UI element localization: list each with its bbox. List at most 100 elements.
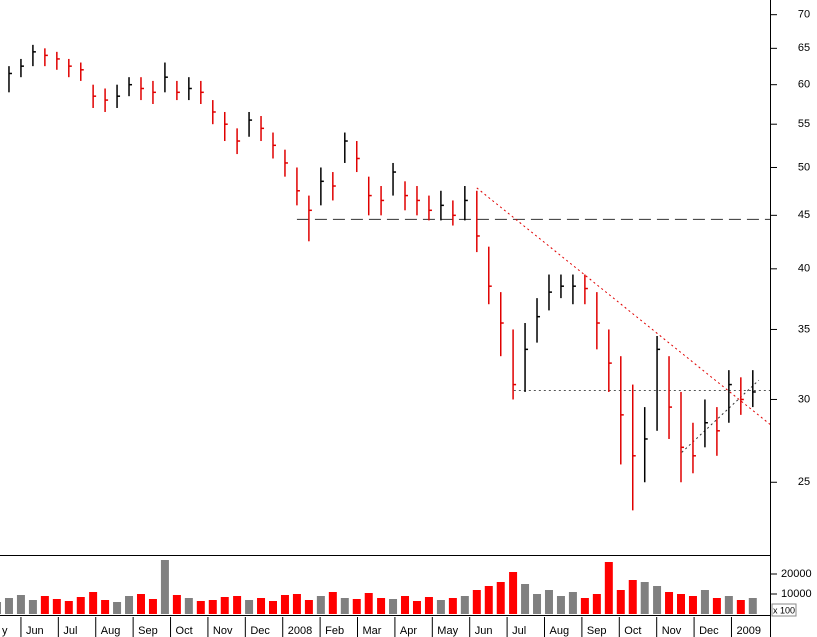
x-tick-label: Sep [587, 625, 607, 637]
volume-bar [89, 592, 98, 614]
y-tick-label: 25 [798, 476, 810, 488]
plot-area [0, 44, 770, 614]
volume-bar [257, 598, 266, 614]
reference-line [476, 187, 770, 425]
volume-bar [316, 596, 325, 614]
volume-bar [736, 600, 745, 614]
volume-bar [653, 586, 662, 614]
volume-bar [364, 593, 373, 614]
volume-bar [484, 586, 493, 614]
x-tick-label: Dec [250, 625, 270, 637]
volume-bar [496, 582, 505, 614]
y-tick-label: 40 [798, 263, 810, 275]
volume-bar [724, 596, 733, 614]
volume-bar [4, 598, 13, 614]
volume-bar [233, 596, 242, 614]
y-tick-label: 55 [798, 118, 810, 130]
x-tick-label: Aug [101, 625, 121, 637]
volume-bar [472, 590, 481, 614]
volume-bar [688, 596, 697, 614]
y-tick-label: 30 [798, 393, 810, 405]
x-tick-label: Oct [624, 625, 641, 637]
volume-bar [40, 596, 49, 614]
volume-bar [580, 598, 589, 614]
volume-bar [352, 599, 361, 614]
volume-bar [604, 562, 613, 614]
volume-bar [184, 598, 193, 614]
y-tick-label: 65 [798, 42, 810, 54]
x-tick-label: Aug [549, 625, 569, 637]
x-tick-label: Nov [213, 625, 233, 637]
x-tick-label: Apr [400, 625, 417, 637]
volume-bar [533, 594, 542, 614]
volume-bar [448, 598, 457, 614]
y-tick-label: 50 [798, 161, 810, 173]
volume-bar [377, 598, 386, 614]
y-tick-label: 45 [798, 209, 810, 221]
volume-bar [245, 600, 254, 614]
volume-bar [125, 596, 134, 614]
x-tick-label: 2008 [288, 625, 312, 637]
volume-bar [113, 602, 122, 614]
volume-bar [401, 596, 410, 614]
volume-bar [208, 600, 217, 614]
volume-bar [304, 600, 313, 614]
x-tick-label: May [437, 625, 458, 637]
volume-bar [700, 590, 709, 614]
x-tick-label: Nov [662, 625, 682, 637]
volume-unit: x 100 [773, 605, 795, 615]
volume-bar [160, 560, 169, 614]
volume-tick-label: 20000 [781, 568, 812, 580]
volume-bar [460, 596, 469, 614]
x-tick-label: y [2, 625, 8, 637]
volume-bar [556, 596, 565, 614]
volume-bar [412, 601, 421, 614]
volume-unit-box [771, 603, 797, 617]
volume-bar [196, 601, 205, 614]
x-tick-label: Feb [325, 625, 344, 637]
volume-bar [676, 594, 685, 614]
volume-bar [544, 590, 553, 614]
volume-bar [220, 597, 229, 614]
x-tick-label: Oct [176, 625, 193, 637]
x-tick-label: Dec [699, 625, 719, 637]
volume-bar [640, 582, 649, 614]
volume-bar [616, 590, 625, 614]
volume-bar [340, 598, 349, 614]
volume-bar [389, 599, 398, 614]
x-tick-label: Jun [26, 625, 44, 637]
x-tick-label: Sep [138, 625, 158, 637]
volume-bar [509, 572, 518, 614]
volume-bar [280, 595, 289, 614]
volume-bar [52, 599, 61, 614]
volume-bar [436, 600, 445, 614]
volume-bar [16, 595, 25, 614]
volume-bar [748, 598, 757, 614]
volume-bar [136, 594, 145, 614]
volume-bar [712, 598, 721, 614]
x-tick-label: Jun [475, 625, 493, 637]
volume-bar [521, 584, 530, 614]
volume-bar [76, 597, 85, 614]
x-tick-label: Jul [63, 625, 77, 637]
volume-bar [568, 592, 577, 614]
volume-bar [28, 600, 37, 614]
x-tick-label: 2009 [736, 625, 760, 637]
volume-tick-label: 10000 [781, 588, 812, 600]
volume-bar [292, 594, 301, 614]
volume-bar [268, 601, 277, 614]
volume-bar [148, 599, 157, 614]
x-tick-label: Mar [363, 625, 382, 637]
volume-bar [628, 580, 637, 614]
volume-bar [64, 601, 73, 614]
y-tick-label: 35 [798, 323, 810, 335]
volume-bar [328, 592, 337, 614]
volume-bar [424, 597, 433, 614]
volume-bar [101, 600, 110, 614]
volume-bar [665, 592, 674, 614]
volume-bar [0, 602, 2, 614]
x-tick-label: Jul [512, 625, 526, 637]
y-tick-label: 70 [798, 9, 810, 21]
volume-bar [172, 595, 181, 614]
